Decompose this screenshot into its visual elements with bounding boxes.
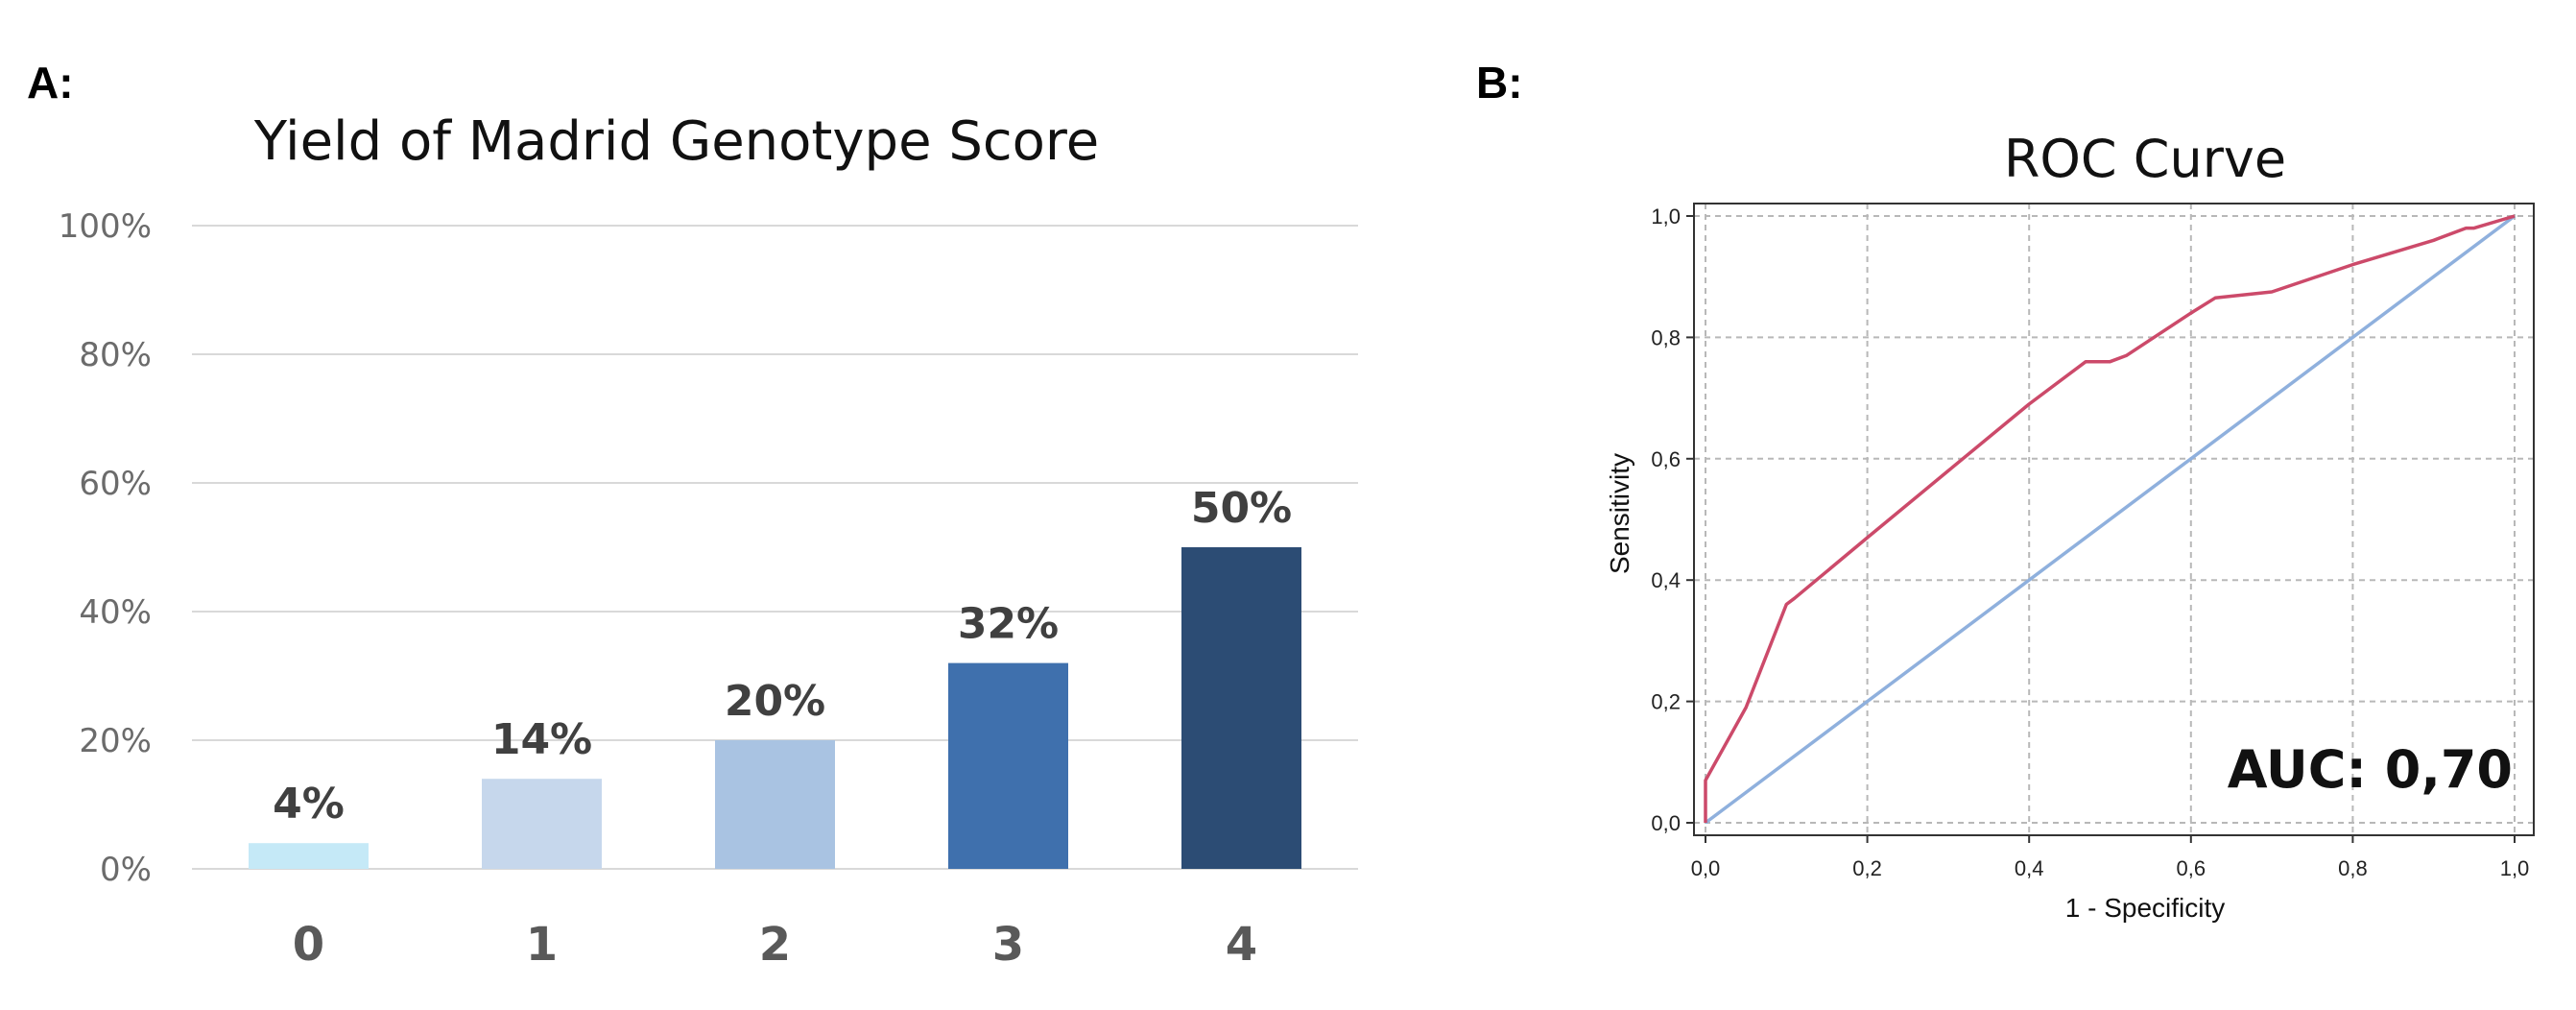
roc-x-tick-label: 0,2 [1852,856,1882,880]
bar-y-tick-label: 100% [59,207,152,246]
bar-x-tick-label: 1 [526,918,558,972]
roc-y-tick-label: 0,4 [1651,568,1681,592]
bar-chart-bars [249,547,1301,869]
bar-4 [1181,547,1301,869]
bar-y-tick-label: 80% [79,336,152,374]
panel-b-label: B: [1476,58,1523,108]
roc-y-tick-label: 0,0 [1651,811,1681,835]
bar-x-tick-label: 0 [293,918,324,972]
roc-y-tick-label: 0,8 [1651,325,1681,349]
roc-chart-gridlines [1694,204,2534,835]
roc-series-roc [1704,214,2516,823]
roc-y-tick-label: 0,2 [1651,690,1681,714]
roc-plot-frame [1693,203,2535,836]
bar-y-tick-label: 20% [79,722,152,760]
roc-chart-lines [1704,214,2516,825]
bar-2 [715,740,835,869]
roc-x-tick-label: 0,0 [1691,856,1721,880]
bar-1 [482,779,602,869]
bar-chart-y-axis: 0% 20% 40% 60% 80% 100% [59,207,152,889]
bar-chart-data-labels: 4% 14% 20% 32% 50% [273,484,1292,829]
bar-data-label: 20% [725,677,825,726]
bar-data-label: 50% [1191,484,1292,533]
bar-y-tick-label: 0% [100,851,152,889]
roc-x-tick-label: 0,4 [2015,856,2044,880]
roc-chart-y-axis: 0,0 0,2 0,4 0,6 0,8 1,0 [1651,204,1694,835]
roc-y-axis-label: Sensitivity [1605,453,1634,574]
roc-y-tick-label: 1,0 [1651,204,1681,228]
roc-chart-x-axis: 0,0 0,2 0,4 0,6 0,8 1,0 [1691,835,2530,880]
bar-x-tick-label: 4 [1226,918,1257,972]
bar-x-tick-label: 2 [759,918,791,972]
bar-data-label: 14% [491,715,592,764]
roc-chart: ROC Curve 0,0 0,2 0,4 0,6 0,8 1,0 0,00,20,40,… [1605,129,2535,923]
bar-chart-title: Yield of Madrid Genotype Score [253,110,1099,173]
roc-x-tick-label: 0,6 [2177,856,2206,880]
bar-x-tick-label: 3 [992,918,1024,972]
bar-3 [948,662,1068,869]
auc-annotation: AUC: 0,70 [2228,739,2513,800]
panel-a-label: A: [27,58,74,108]
roc-series-reference [1704,214,2516,825]
roc-y-tick-label: 0,6 [1651,447,1681,471]
bar-y-tick-label: 60% [79,465,152,503]
bar-y-tick-label: 40% [79,593,152,632]
bar-chart-x-axis: 0 1 2 3 4 [293,918,1257,972]
bar-data-label: 32% [958,600,1059,649]
bar-chart-gridlines [192,225,1358,870]
roc-x-tick-label: 0,8 [2338,856,2368,880]
bar-0 [249,843,369,869]
bar-data-label: 4% [273,780,345,829]
roc-chart-title: ROC Curve [2004,129,2286,189]
roc-x-tick-label: 1,0 [2500,856,2530,880]
bar-chart-yield: Yield of Madrid Genotype Score 0% 20% 40% 6… [59,110,1358,972]
roc-x-axis-label: 1 - Specificity [2065,893,2226,923]
